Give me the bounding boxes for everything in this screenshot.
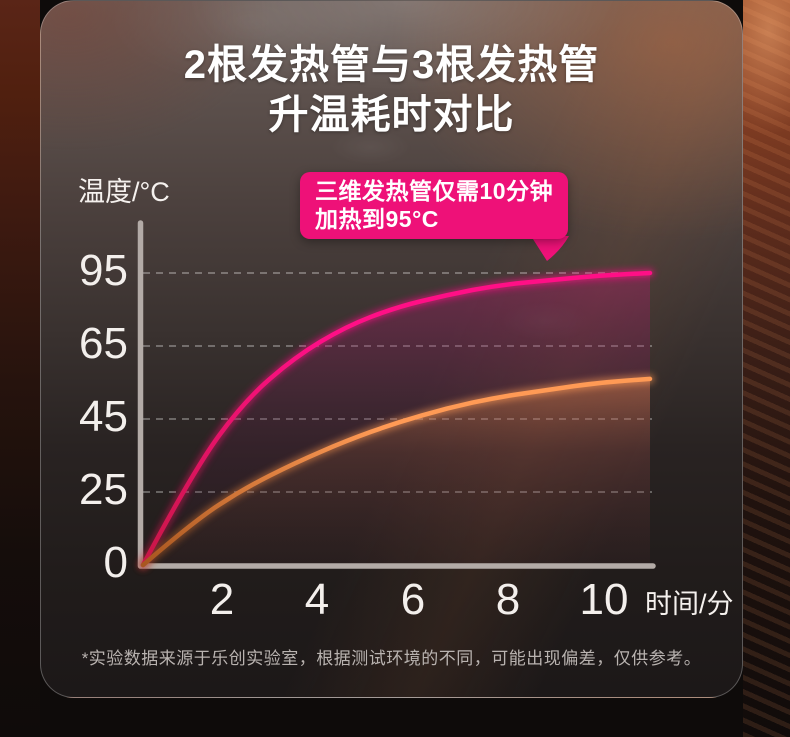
background-left-strip — [0, 0, 40, 737]
footer-disclaimer: *实验数据来源于乐创实验室，根据测试环境的不同，可能出现偏差，仅供参考。 — [81, 649, 702, 668]
series-area-1 — [143, 378, 650, 565]
x-tick-label-8: 8 — [495, 575, 521, 624]
y-tick-label-95: 95 — [79, 245, 128, 295]
background-right-strip — [743, 0, 790, 737]
title-line-1: 2根发热管与3根发热管 — [183, 43, 600, 87]
title-line-2: 升温耗时对比 — [268, 93, 515, 137]
callout-line-1: 三维发热管仅需10分钟 — [315, 178, 554, 204]
series-line-0 — [140, 270, 653, 568]
x-tick-label-10: 10 — [579, 575, 629, 624]
y-tick-label-45: 45 — [79, 391, 128, 441]
callout-line-2: 加热到95°C — [315, 206, 439, 232]
y-tick-label-65: 65 — [79, 318, 128, 368]
x-tick-label-2: 2 — [209, 575, 235, 624]
series-line-1 — [140, 376, 653, 568]
annotation-callout: 三维发热管仅需10分钟 加热到95°C — [300, 172, 569, 239]
y-tick-label-25: 25 — [79, 464, 128, 514]
x-axis-label: 时间/分 — [645, 589, 734, 619]
page-title: 2根发热管与3根发热管 升温耗时对比 — [40, 40, 743, 140]
callout-tail — [531, 236, 569, 261]
y-axis-label: 温度/°C — [78, 177, 170, 207]
x-tick-label-4: 4 — [304, 575, 330, 624]
y-tick-label-0: 0 — [103, 537, 128, 587]
x-tick-label-6: 6 — [400, 575, 426, 624]
